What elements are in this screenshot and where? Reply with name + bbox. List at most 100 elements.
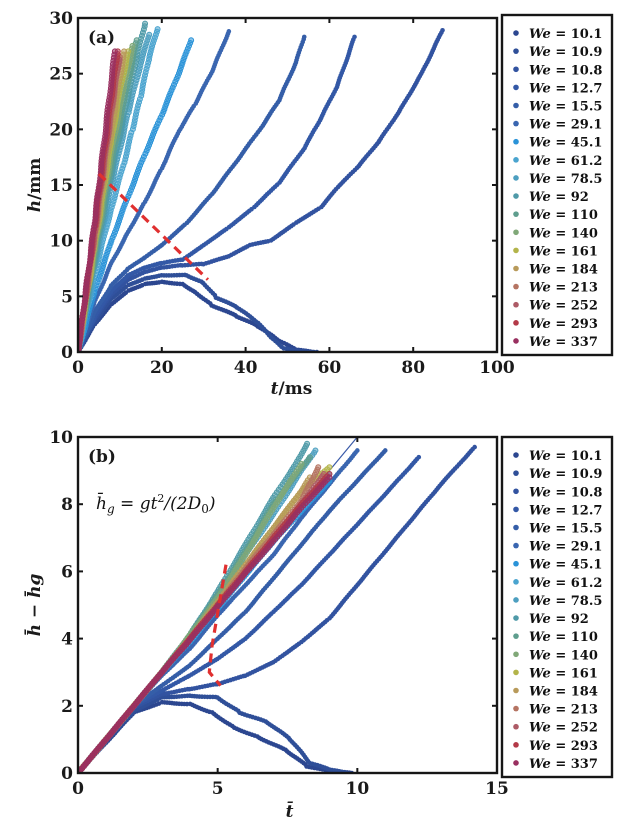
y-tick-label: 2 [61,697,73,717]
legend-marker [513,48,519,54]
data-point [355,448,360,453]
legend-marker [513,84,519,91]
legend-item: We = 140 [513,226,598,241]
legend-marker [513,651,519,658]
y-tick-label: 0 [61,343,73,363]
legend-item: We = 293 [513,317,598,332]
legend-label: We = 213 [529,703,598,718]
legend-marker [513,705,519,712]
x-axis-label: t/ms [271,379,313,399]
data-point [226,29,232,34]
data-point [146,31,153,38]
legend-label: We = 184 [529,263,598,278]
panel-label: (b) [88,447,116,467]
legend: We = 10.1 We = 10.9 We = 10.8 We = 12.7 We =… [500,13,614,357]
legend-label: We = 140 [529,226,598,241]
y-axis-label: h̄ − h̄g [24,574,45,637]
legend-marker [513,723,519,730]
legend-marker [513,579,519,585]
legend-label: We = 10.8 [529,63,602,78]
legend-marker [513,524,519,531]
guide-line-dashed [97,172,210,281]
y-tick-label: 6 [61,562,73,582]
legend-marker [513,338,519,344]
y-tick-label: 25 [49,65,73,85]
data-point [416,454,422,460]
legend-marker [513,30,519,36]
data-point [188,37,195,44]
legend-label: We = 10.1 [529,27,602,42]
x-tick-label: 60 [318,358,342,378]
data-point [142,20,149,27]
legend-label: We = 61.2 [529,154,602,169]
x-tick-label: 0 [72,358,84,378]
legend-label: We = 10.8 [529,485,602,500]
data-point [326,474,333,481]
legend-label: We = 92 [529,190,589,205]
series-15.5 [78,34,307,352]
panel-label: (a) [88,28,115,48]
series-337 [78,474,333,773]
legend-label: We = 10.1 [529,449,602,464]
legend-label: We = 92 [529,612,589,627]
y-tick-label: 15 [49,176,73,196]
data-point [440,27,445,33]
legend-marker [513,488,519,495]
legend-marker [513,247,519,254]
legend-marker [513,175,519,181]
data-point [298,460,305,467]
y-tick-label: 10 [49,428,73,448]
legend-marker [513,211,519,217]
legend-label: We = 10.9 [529,45,602,60]
legend-label: We = 78.5 [529,594,602,609]
legend-marker [513,66,519,73]
legend-marker [513,470,519,476]
y-tick-label: 0 [61,764,73,784]
legend-label: We = 110 [529,208,598,223]
x-tick-label: 0 [72,779,84,799]
legend-label: We = 337 [529,757,598,772]
legend-marker [513,742,519,748]
legend-item: We = 45.1 [513,136,602,151]
x-tick-label: 10 [345,779,369,799]
legend-item: We = 337 [513,335,598,350]
legend-marker [513,265,519,272]
legend-label: We = 12.7 [529,503,602,518]
series-10.8 [78,444,477,773]
legend-label: We = 12.7 [529,81,602,96]
legend-marker [513,452,519,458]
legend-item: We = 10.8 [513,63,602,78]
legend-item: We = 184 [513,263,598,278]
legend-item: We = 252 [513,299,598,314]
legend-label: We = 29.1 [529,540,602,555]
legend-item: We = 92 [513,190,589,205]
data-point [312,447,319,454]
legend-item: We = 10.1 [513,27,602,42]
y-axis-label: h/mm [25,158,45,213]
legend-marker [513,597,519,603]
series-337 [78,48,118,352]
legend-marker [513,193,519,199]
legend-label: We = 252 [529,721,598,736]
legend-item: We = 12.7 [513,81,602,96]
legend-marker [513,301,519,308]
x-tick-label: 100 [479,358,515,378]
legend-label: We = 29.1 [529,118,602,133]
y-tick-label: 20 [49,120,73,140]
legend-label: We = 45.1 [529,558,602,573]
legend-item: We = 161 [513,244,598,259]
legend-label: We = 337 [529,335,598,350]
data-point [304,440,311,447]
legend-label: We = 293 [529,739,598,754]
legend-item: We = 61.2 [513,154,602,169]
data-point [121,48,128,55]
legend-marker [513,138,519,145]
legend-item: We = 78.5 [513,172,602,187]
legend-marker [513,506,519,513]
data-point [306,454,313,461]
legend-label: We = 78.5 [529,172,602,187]
formula-annotation: h̄g = gt2/(2D0) [96,491,216,516]
data-point [326,464,333,471]
